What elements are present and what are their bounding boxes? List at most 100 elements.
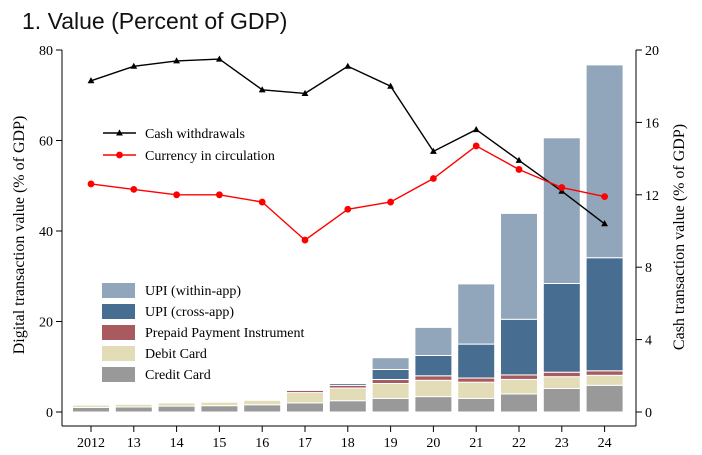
right-y-tick-label: 12 bbox=[645, 189, 659, 204]
page-title: 1. Value (Percent of GDP) bbox=[22, 8, 288, 34]
bar-debit-card-18 bbox=[328, 387, 367, 402]
legend-label-upi-within-app: UPI (within-app) bbox=[145, 284, 241, 299]
legend-marker-currency-in-circulation bbox=[116, 151, 123, 159]
bar-credit-card-13 bbox=[114, 406, 153, 413]
bar-prepaid-payment-instrument-21 bbox=[457, 377, 496, 383]
point-currency-in-circulation-2012 bbox=[87, 180, 95, 188]
bar-debit-card-22 bbox=[500, 378, 538, 395]
bar-prepaid-payment-instrument-16 bbox=[243, 398, 282, 401]
bar-credit-card-22 bbox=[500, 393, 538, 413]
left-y-tick-label: 40 bbox=[39, 225, 53, 240]
point-currency-in-circulation-15 bbox=[216, 191, 223, 199]
x-tick-label: 21 bbox=[469, 436, 483, 451]
legend-label-debit-card: Debit Card bbox=[145, 347, 207, 362]
bar-debit-card-13 bbox=[114, 403, 153, 408]
bar-prepaid-payment-instrument-15 bbox=[200, 401, 239, 403]
bar-upi-within-app-19 bbox=[371, 357, 410, 371]
right-y-tick-label: 4 bbox=[645, 334, 652, 349]
legend-swatch-prepaid-payment-instrument bbox=[102, 325, 135, 340]
point-cash-withdrawals-19 bbox=[387, 82, 395, 89]
x-tick-label: 14 bbox=[170, 436, 184, 451]
bar-debit-card-20 bbox=[414, 379, 453, 398]
left-y-tick-label: 0 bbox=[46, 406, 53, 421]
legend-swatch-debit-card bbox=[102, 346, 135, 361]
bar-credit-card-24 bbox=[585, 384, 624, 413]
bar-debit-card-14 bbox=[157, 402, 196, 407]
bar-prepaid-payment-instrument-24 bbox=[585, 370, 624, 376]
point-currency-in-circulation-21 bbox=[472, 142, 480, 150]
point-cash-withdrawals-17 bbox=[301, 89, 309, 96]
x-tick-label: 23 bbox=[555, 436, 569, 451]
bar-credit-card-17 bbox=[286, 402, 324, 413]
bar-credit-card-23 bbox=[542, 388, 581, 413]
bar-upi-within-app-20 bbox=[414, 326, 453, 356]
point-cash-withdrawals-22 bbox=[515, 156, 523, 163]
bar-prepaid-payment-instrument-20 bbox=[414, 375, 453, 381]
x-tick-label: 2012 bbox=[77, 436, 105, 451]
right-y-tick-label: 20 bbox=[645, 44, 659, 59]
point-cash-withdrawals-24 bbox=[601, 220, 609, 227]
point-currency-in-circulation-18 bbox=[344, 205, 352, 213]
bar-prepaid-payment-instrument-23 bbox=[542, 371, 581, 378]
left-y-tick-label: 60 bbox=[39, 135, 53, 150]
x-tick-label: 22 bbox=[512, 436, 526, 451]
point-cash-withdrawals-13 bbox=[130, 62, 138, 69]
point-currency-in-circulation-19 bbox=[387, 198, 394, 206]
lines-layer bbox=[87, 55, 609, 244]
point-cash-withdrawals-14 bbox=[173, 57, 181, 64]
point-currency-in-circulation-16 bbox=[258, 198, 266, 206]
point-currency-in-circulation-22 bbox=[515, 166, 523, 173]
bar-upi-cross-app-24 bbox=[585, 257, 624, 372]
x-tick-label: 15 bbox=[212, 436, 226, 451]
bar-credit-card-14 bbox=[157, 405, 196, 413]
x-tick-label: 20 bbox=[426, 436, 440, 451]
x-tick-label: 19 bbox=[384, 436, 398, 451]
bar-upi-within-app-18 bbox=[328, 382, 367, 385]
bar-debit-card-2012 bbox=[72, 404, 110, 409]
point-currency-in-circulation-13 bbox=[130, 185, 138, 193]
x-tick-label: 18 bbox=[341, 436, 355, 451]
bar-debit-card-19 bbox=[371, 383, 410, 399]
bar-credit-card-16 bbox=[243, 404, 282, 413]
bar-upi-within-app-22 bbox=[500, 212, 538, 320]
point-currency-in-circulation-14 bbox=[173, 191, 181, 199]
bar-upi-within-app-24 bbox=[585, 64, 624, 259]
point-cash-withdrawals-18 bbox=[344, 62, 352, 69]
legends-layer: Cash withdrawals Currency in circulation U… bbox=[102, 127, 305, 383]
legend-swatch-credit-card bbox=[102, 367, 135, 382]
bar-upi-cross-app-19 bbox=[371, 369, 410, 380]
bar-debit-card-23 bbox=[542, 376, 581, 390]
x-tick-label: 17 bbox=[298, 436, 312, 451]
legend-swatch-upi-within-app bbox=[102, 283, 135, 298]
left-y-tick-label: 80 bbox=[39, 44, 53, 59]
bar-credit-card-20 bbox=[414, 396, 453, 413]
point-cash-withdrawals-15 bbox=[215, 55, 223, 62]
legend-label-credit-card: Credit Card bbox=[145, 368, 211, 383]
bar-prepaid-payment-instrument-22 bbox=[500, 374, 538, 380]
x-tick-label: 13 bbox=[127, 436, 141, 451]
bar-upi-cross-app-20 bbox=[414, 354, 453, 377]
bar-upi-within-app-21 bbox=[457, 283, 496, 345]
legend-swatch-upi-cross-app bbox=[102, 304, 135, 319]
point-currency-in-circulation-23 bbox=[558, 184, 566, 191]
legend-marker-cash-withdrawals bbox=[116, 129, 123, 136]
point-cash-withdrawals-20 bbox=[429, 147, 437, 154]
point-cash-withdrawals-21 bbox=[472, 126, 480, 133]
bar-upi-cross-app-23 bbox=[542, 283, 581, 373]
bar-debit-card-21 bbox=[457, 381, 496, 399]
bar-prepaid-payment-instrument-19 bbox=[371, 378, 410, 384]
axes-layer: 0 20 40 60 80 0 4 8 12 16 20 2012 13 14 15 16 17 18 19 20 21… bbox=[11, 44, 688, 451]
point-currency-in-circulation-20 bbox=[430, 175, 437, 182]
y2-axis-title: Cash transaction value (% of GDP) bbox=[671, 124, 688, 350]
bar-debit-card-17 bbox=[286, 392, 324, 404]
right-y-tick-label: 16 bbox=[645, 116, 659, 131]
left-y-tick-label: 20 bbox=[39, 316, 53, 331]
bar-debit-card-24 bbox=[585, 374, 624, 386]
right-y-tick-label: 0 bbox=[645, 406, 652, 421]
point-currency-in-circulation-24 bbox=[601, 193, 608, 201]
bar-credit-card-19 bbox=[371, 397, 410, 413]
point-currency-in-circulation-17 bbox=[301, 236, 309, 244]
bar-upi-within-app-23 bbox=[542, 137, 581, 284]
legend-label-prepaid-payment-instrument: Prepaid Payment Instrument bbox=[145, 326, 305, 341]
